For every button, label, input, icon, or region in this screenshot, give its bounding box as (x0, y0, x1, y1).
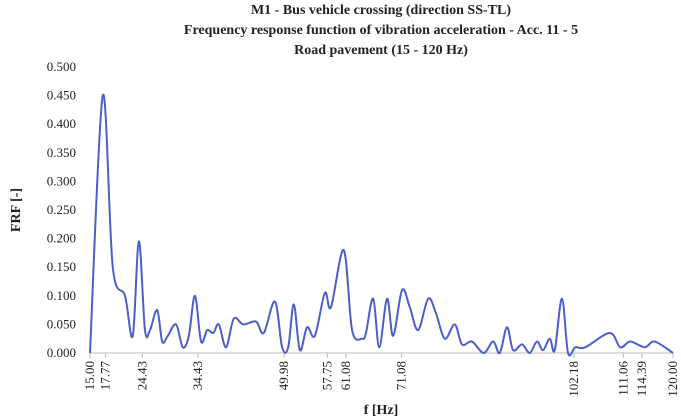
y-tick-label: 0.250 (47, 202, 76, 217)
y-tick-label: 0.400 (47, 116, 76, 131)
y-tick-label: 0.150 (47, 259, 76, 274)
x-tick-label: 111.06 (615, 361, 630, 396)
y-tick-label: 0.500 (47, 59, 76, 74)
chart-subtitle: Road pavement (15 - 120 Hz) (294, 43, 468, 58)
x-axis-title: f [Hz] (364, 403, 399, 418)
y-tick-label: 0.200 (47, 231, 76, 246)
x-tick-label: 24.43 (134, 361, 149, 390)
data-line (89, 93, 674, 357)
x-tick-label: 17.77 (97, 361, 112, 391)
y-tick-label: 0.000 (47, 345, 76, 360)
y-tick-label: 0.450 (47, 88, 76, 103)
y-tick-label: 0.300 (47, 173, 76, 188)
y-tick-label: 0.350 (47, 145, 76, 160)
chart-title: M1 - Bus vehicle crossing (direction SS-… (251, 3, 511, 18)
x-tick-label: 49.98 (276, 361, 291, 390)
x-tick-label: 34.43 (190, 361, 205, 390)
x-tick-label: 61.08 (338, 361, 353, 390)
x-tick-label: 114.39 (634, 361, 649, 396)
y-tick-label: 0.050 (47, 316, 76, 331)
x-tick-label: 120.00 (665, 361, 680, 397)
y-tick-label: 0.100 (47, 288, 76, 303)
x-tick-label: 102.18 (566, 361, 581, 397)
x-tick-label: 15.00 (82, 361, 97, 390)
x-tick-label: 71.08 (393, 361, 408, 390)
x-tick-label: 57.75 (319, 361, 334, 390)
chart-subtitle: Frequency response function of vibration… (184, 23, 578, 38)
y-axis-title: FRF [-] (9, 188, 24, 232)
